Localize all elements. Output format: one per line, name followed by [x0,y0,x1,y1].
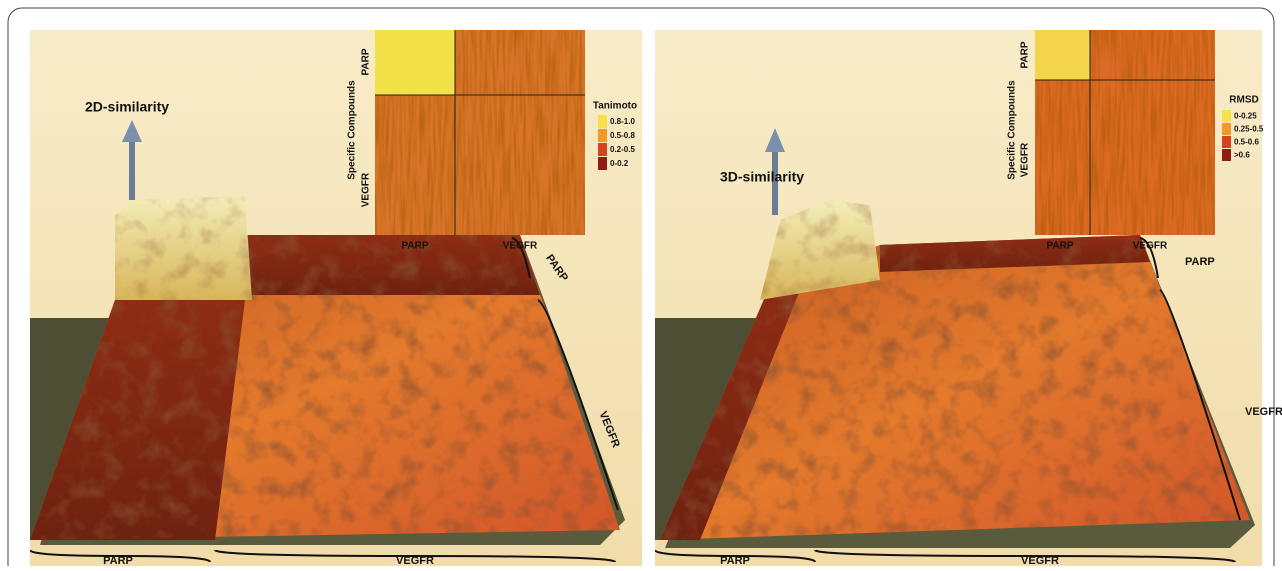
panel-title: 2D-similarity [85,99,169,115]
col-label: VEGFR [503,241,538,252]
col-label: PARP [401,241,428,252]
legend-swatch [1222,136,1231,148]
row-label: PARP [361,48,372,75]
legend-swatch [598,129,607,142]
legend-label: >0.6 [1234,151,1250,160]
legend-swatch [598,143,607,156]
col-label: PARP [1046,241,1073,252]
legend-swatch [598,157,607,170]
side-label: PARP [1185,256,1215,268]
row-label: VEGFR [1020,142,1031,177]
legend-swatch [1222,149,1231,161]
row-label: PARP [1020,41,1031,68]
panel-title: 3D-similarity [720,169,804,185]
legend-label: 0.8-1.0 [610,117,635,126]
bottom-label: VEGFR [396,555,434,566]
bottom-label: VEGFR [1021,555,1059,566]
legend-label: 0.5-0.6 [1234,138,1259,147]
legend-label: 0.25-0.5 [1234,125,1264,134]
bottom-label: PARP [720,555,750,566]
col-label: VEGFR [1133,241,1168,252]
row-label: VEGFR [361,172,372,207]
y-axis-title: Specific Compounds [347,80,358,180]
legend-swatch [1222,110,1231,122]
legend-label: 0.5-0.8 [610,131,635,140]
side-label: VEGFR [1245,406,1282,418]
legend-swatch [1222,123,1231,135]
legend-label: 0-0.25 [1234,112,1257,121]
legend-label: 0-0.2 [610,159,629,168]
legend-swatch [598,115,607,128]
legend-title: Tanimoto [593,101,637,112]
legend-title: RMSD [1229,95,1258,106]
figure: 2D-similarityPARPVEGFRSpecific Compounds… [0,0,1282,566]
bottom-label: PARP [103,555,133,566]
legend-label: 0.2-0.5 [610,145,635,154]
y-axis-title: Specific Compounds [1007,80,1018,180]
panel-3d [655,30,1262,566]
